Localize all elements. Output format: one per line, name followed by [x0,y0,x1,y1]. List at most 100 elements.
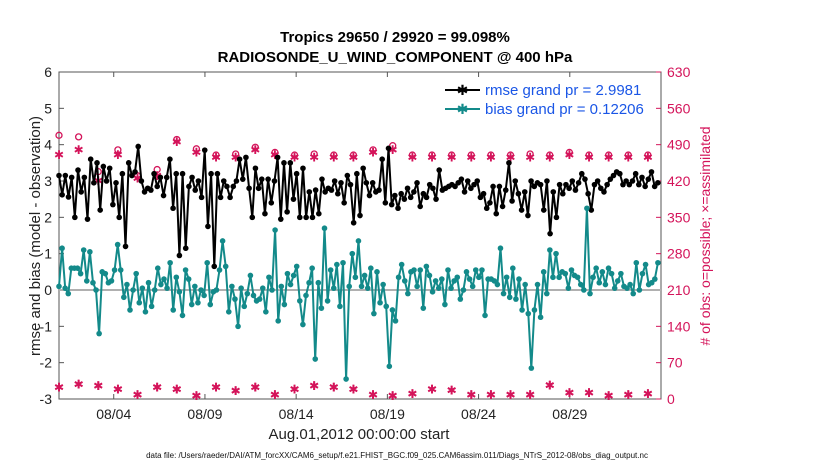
data-point [201,292,207,299]
obs-possible-marker [310,150,318,158]
obs-count-low-marker: ✱ [368,388,378,402]
legend-rmse-label: rmse grand pr = 2.9981 [485,82,641,99]
data-point [91,180,97,186]
data-point [312,356,319,362]
x-tick-label: 08/09 [187,406,222,422]
obs-assimilated-marker: ✱ [525,151,535,165]
data-point [154,183,161,190]
data-point [130,287,136,293]
data-point [208,170,214,177]
data-point [648,169,655,175]
data-point [211,263,218,270]
data-point [405,290,411,297]
data-point [72,214,78,221]
data-point [232,296,238,302]
obs-count-low-marker: ✱ [388,389,398,403]
data-point [639,270,646,277]
data-point [151,287,158,293]
obs-possible-marker [565,148,574,157]
data-point [417,203,424,210]
data-point [623,178,629,184]
data-point [272,227,278,233]
data-point [655,259,661,266]
data-point [611,285,618,291]
data-point [230,183,237,190]
obs-count-low-marker: ✱ [486,388,496,402]
data-point [423,194,430,201]
y-tick-label: 3 [44,173,52,189]
data-point [235,323,241,330]
data-point [553,214,560,221]
data-point [309,265,315,272]
obs-count-low-marker: ✱ [54,381,64,395]
data-point [281,160,287,166]
data-point [368,265,374,272]
y2-tick-label: 490 [667,137,691,153]
data-point [56,172,62,179]
data-point [550,274,556,281]
plot-area [58,71,662,400]
obs-assimilated-marker: ✱ [564,148,574,162]
data-point [139,285,146,291]
data-point [480,190,487,197]
obs-count-low-marker: ✱ [466,388,476,402]
data-point [572,187,579,193]
data-point [142,309,149,315]
series-lines [56,143,661,382]
data-point [385,145,392,152]
data-point [293,170,300,177]
data-point [330,285,337,291]
data-point [173,170,180,177]
obs-assimilated-marker: ✱ [604,151,614,165]
data-point [388,201,395,208]
data-point [352,274,359,281]
y2-tick-label: 280 [667,246,691,262]
data-point [188,301,195,308]
data-point [369,180,376,186]
data-file-footnote: data file: /Users/raeder/DAI/ATM_forcXX/… [146,451,648,460]
data-point [525,310,532,317]
obs-count-markers: ✱ ✱ ✱ ✱ ✱ ✱ ✱ ✱ ✱ ✱ ✱ ✱ ✱ ✱ ✱ ✱ ✱ ✱ ✱ ✱ ✱ ✱ ✱ ✱ ✱ ✱ ✱ ✱ ✱ ✱ ✱ ✱ ✱ ✱ ✱ ✱ ✱ ✱ ✱ ✱… [54,131,653,403]
obs-possible-marker [389,142,397,150]
obs-count-low-marker: ✱ [152,381,162,395]
data-point [411,189,417,195]
obs-count-low-marker: ✱ [407,387,417,401]
obs-count-low-marker: ✱ [643,387,653,401]
data-point [148,303,155,310]
x-tick-label: 08/04 [96,406,131,422]
data-point [461,189,468,195]
data-point [610,172,617,179]
obs-count-low-marker: ✱ [211,381,221,395]
obs-possible-marker [349,151,358,159]
data-point [392,192,398,199]
obs-count-low-marker: ✱ [191,389,201,403]
data-point [271,178,278,184]
data-point [502,187,509,193]
data-point [566,185,572,192]
data-point [331,178,338,184]
x-tick-label: 08/14 [279,406,314,422]
obs-assimilated-marker: ✱ [486,151,496,165]
data-point [274,154,281,161]
data-point [216,267,223,273]
data-point [506,294,513,301]
data-point [414,180,420,186]
data-point [252,165,259,172]
y-axis-right-label: # of obs: o=possible; ×=assimilated [697,126,713,345]
data-point [78,189,84,195]
data-point [556,181,563,188]
data-point [417,267,424,273]
data-point [575,180,582,186]
data-point [148,187,154,193]
obs-count-low-marker: ✱ [329,381,339,395]
data-point [136,299,143,306]
data-point [493,210,500,217]
y-axis-left: -3 -2 -1 0 1 2 3 4 5 6 [40,64,64,407]
obs-possible-marker [428,151,436,159]
obs-possible-marker [114,146,122,154]
data-point [565,285,572,291]
obs-possible-marker [467,151,475,159]
legend: ✱ rmse grand pr = 2.9981 ✱ bias grand pr… [445,82,644,118]
y2-tick-label: 140 [667,318,691,334]
data-point [233,178,240,184]
